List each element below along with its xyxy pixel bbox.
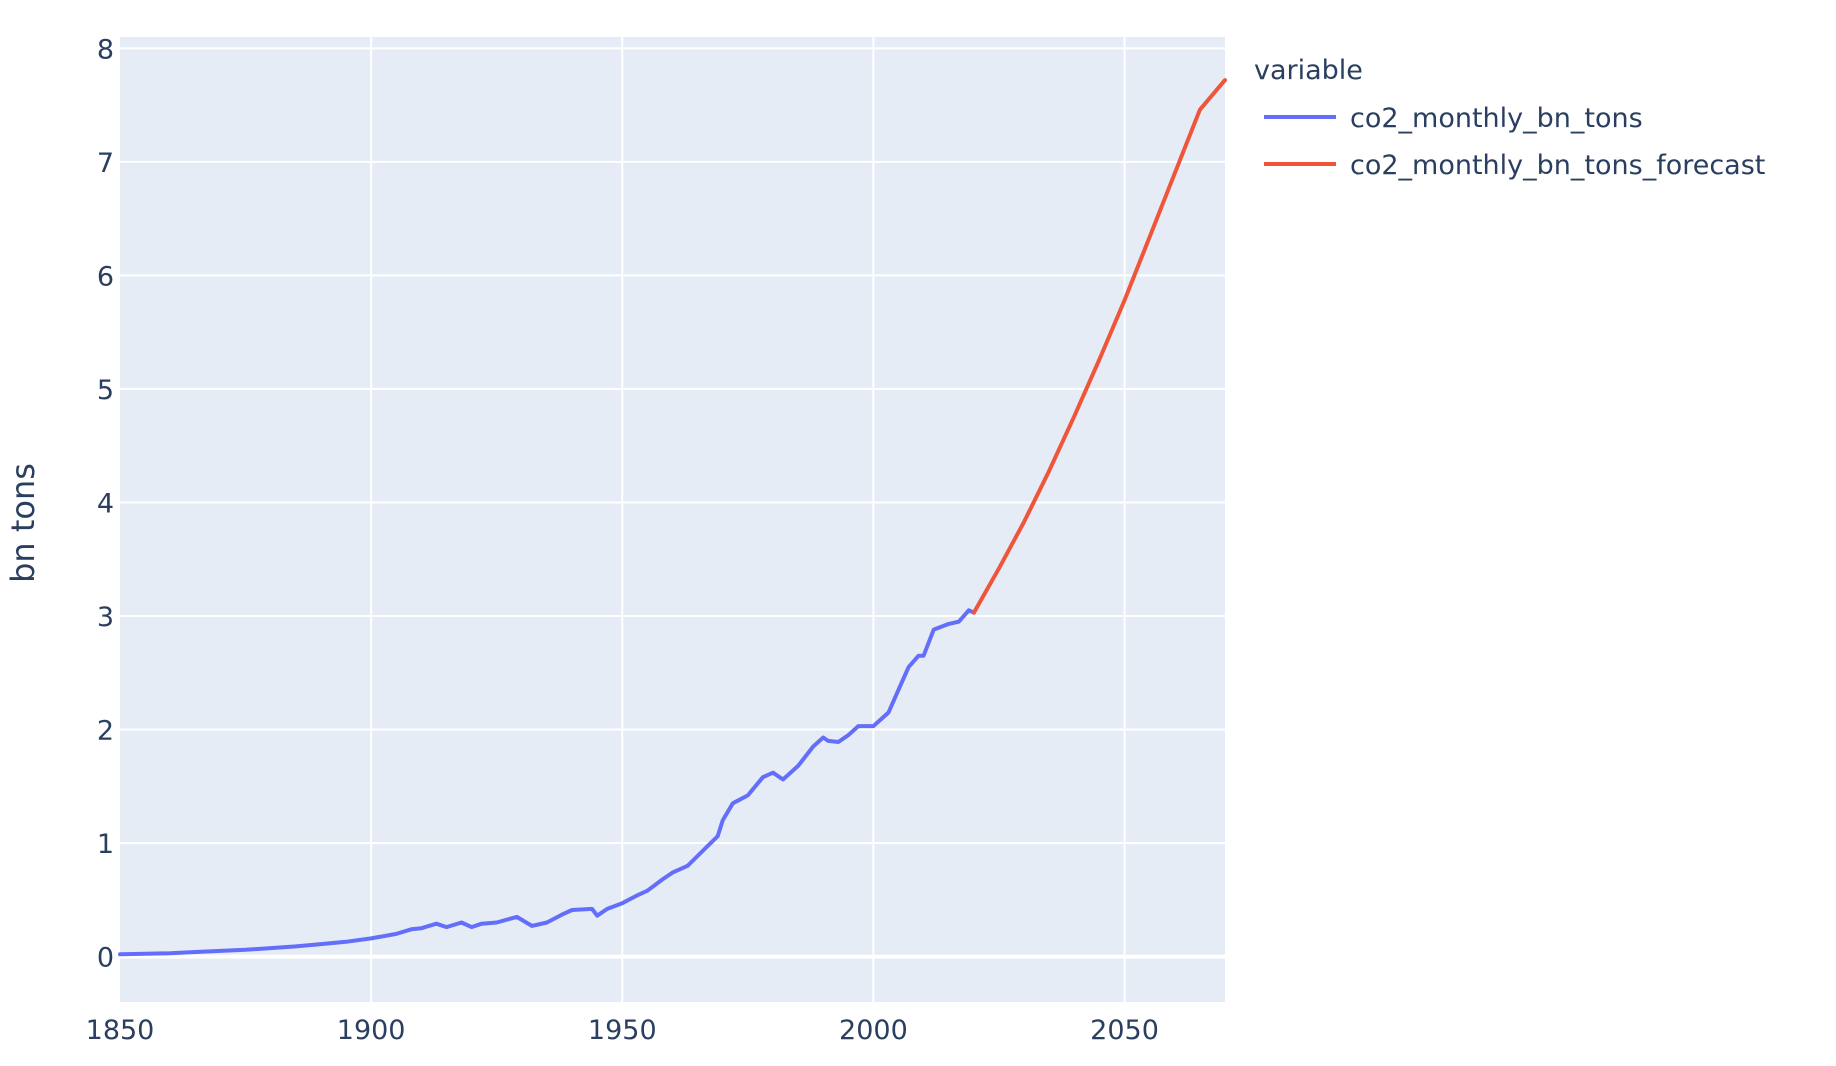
x-axis-ticks: 1850 1900 1950 2000 2050	[86, 1015, 1159, 1046]
grid-lines	[120, 37, 1225, 1002]
series-line-co2-monthly	[118, 608, 976, 957]
series-line-co2-monthly-forecast	[971, 78, 1227, 615]
legend-item-co2-monthly[interactable]: co2_monthly_bn_tons	[1264, 103, 1643, 134]
legend-item-co2-monthly-forecast[interactable]: co2_monthly_bn_tons_forecast	[1264, 150, 1765, 181]
x-tick-label: 1900	[337, 1015, 406, 1046]
x-tick-label: 2000	[839, 1015, 908, 1046]
y-tick-label: 1	[97, 829, 114, 860]
y-tick-label: 7	[97, 148, 114, 179]
y-tick-label: 0	[97, 943, 114, 974]
y-tick-label: 8	[97, 34, 114, 65]
y-tick-label: 6	[97, 261, 114, 292]
y-axis-title: bn tons	[4, 463, 42, 583]
y-axis-ticks: 0 1 2 3 4 5 6 7 8	[97, 34, 114, 973]
y-tick-label: 3	[97, 602, 114, 633]
x-tick-label: 1850	[86, 1015, 155, 1046]
x-tick-label: 2050	[1090, 1015, 1159, 1046]
legend-label: co2_monthly_bn_tons	[1350, 103, 1643, 134]
legend: variable co2_monthly_bn_tons co2_monthly…	[1254, 55, 1765, 181]
plot-background	[120, 37, 1225, 1002]
y-tick-label: 4	[97, 488, 114, 519]
legend-title: variable	[1254, 55, 1363, 86]
legend-label: co2_monthly_bn_tons_forecast	[1350, 150, 1765, 181]
series-lines	[118, 78, 1227, 957]
y-tick-label: 5	[97, 375, 114, 406]
x-tick-label: 1950	[588, 1015, 657, 1046]
y-tick-label: 2	[97, 716, 114, 747]
